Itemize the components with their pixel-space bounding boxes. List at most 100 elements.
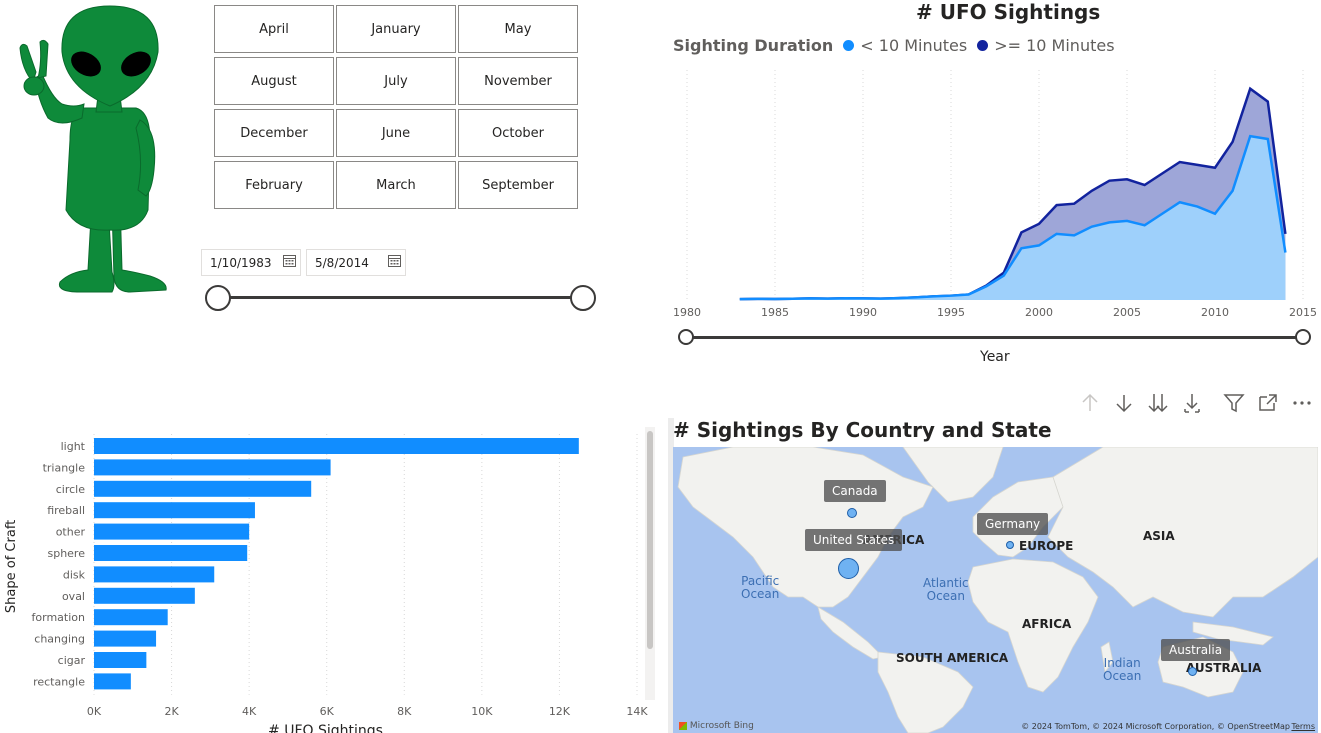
x-tick-label: 10K <box>471 705 493 718</box>
month-slicer: April January May August July November D… <box>214 5 581 211</box>
bar-formation[interactable] <box>94 609 168 626</box>
bar-chart-x-axis-title: # UFO Sightings <box>268 723 383 733</box>
x-tick-label: 2015 <box>1289 306 1317 319</box>
continent-label: AUSTRALIA <box>1186 661 1262 675</box>
map-tooltip: Canada <box>824 480 886 502</box>
bar-oval[interactable] <box>94 587 195 604</box>
bar-cigar[interactable] <box>94 652 147 668</box>
start-date-input[interactable]: 1/10/1983 <box>201 249 301 276</box>
ufo-sightings-area-chart[interactable]: 1980 1985 1990 1995 2000 2005 2010 2015 <box>670 60 1321 370</box>
area-chart-title: # UFO Sightings <box>916 0 1101 24</box>
x-tick-label: 2K <box>164 705 179 718</box>
map-bubble-australia[interactable] <box>1188 667 1197 676</box>
map-tooltip: Australia <box>1161 639 1231 661</box>
ocean-label: Atlantic Ocean <box>923 576 969 603</box>
bar-changing[interactable] <box>94 630 157 647</box>
category-label: circle <box>56 483 85 496</box>
continent-label: EUROPE <box>1019 539 1074 553</box>
category-label: rectangle <box>33 675 85 688</box>
end-date-value: 5/8/2014 <box>315 255 369 270</box>
month-button[interactable]: February <box>214 161 334 209</box>
month-button[interactable]: August <box>214 57 334 105</box>
category-label: cigar <box>58 654 86 667</box>
bar-rectangle[interactable] <box>94 673 131 690</box>
category-label: formation <box>32 611 85 624</box>
x-tick-label: 2010 <box>1201 306 1229 319</box>
bar-circle[interactable] <box>94 480 312 497</box>
map-bubble-united-states[interactable] <box>838 558 859 579</box>
bar-chart-scrollbar[interactable] <box>645 427 655 700</box>
year-range-end-handle[interactable] <box>1295 329 1311 345</box>
scrollbar-thumb[interactable] <box>647 431 653 649</box>
map-copyright: © 2024 TomTom, © 2024 Microsoft Corporat… <box>1021 722 1290 731</box>
area-chart-legend: Sighting Duration < 10 Minutes >= 10 Min… <box>673 36 1115 55</box>
series-short-line <box>739 134 1287 301</box>
bar-disk[interactable] <box>94 566 215 583</box>
double-arrow-down-icon[interactable] <box>1146 391 1170 415</box>
x-tick-label: 0K <box>87 705 102 718</box>
map-tooltip: Germany <box>977 513 1049 535</box>
month-button[interactable]: November <box>458 57 578 105</box>
bar-sphere[interactable] <box>94 545 248 561</box>
bar-light[interactable] <box>94 438 579 454</box>
focus-mode-icon[interactable] <box>1256 391 1280 415</box>
bar-triangle[interactable] <box>94 459 331 476</box>
legend-label-long[interactable]: >= 10 Minutes <box>994 36 1115 55</box>
alien-logo <box>19 5 167 293</box>
x-tick-label: 12K <box>549 705 571 718</box>
category-label: other <box>56 526 86 539</box>
month-button[interactable]: December <box>214 109 334 157</box>
end-date-input[interactable]: 5/8/2014 <box>306 249 406 276</box>
continent-label: SOUTH AMERICA <box>896 651 1009 665</box>
month-button[interactable]: June <box>336 109 456 157</box>
month-button[interactable]: July <box>336 57 456 105</box>
date-range-end-handle[interactable] <box>570 285 596 311</box>
category-label: oval <box>62 590 85 603</box>
bar-fireball[interactable] <box>94 502 255 519</box>
expand-hierarchy-icon[interactable] <box>1180 391 1204 415</box>
month-button[interactable]: May <box>458 5 578 53</box>
bing-brand: Microsoft Bing <box>679 721 754 731</box>
month-button[interactable]: January <box>336 5 456 53</box>
map-tooltip: United States <box>805 529 903 551</box>
map-left-border <box>668 418 674 733</box>
more-options-icon[interactable] <box>1290 391 1314 415</box>
calendar-icon[interactable] <box>283 254 296 267</box>
ocean-label: Indian Ocean <box>1103 656 1142 683</box>
x-tick-label: 1995 <box>937 306 965 319</box>
map-bubble-germany[interactable] <box>1006 541 1014 549</box>
filter-icon[interactable] <box>1222 391 1246 415</box>
date-range-track[interactable] <box>217 296 583 299</box>
shape-of-craft-bar-chart[interactable]: 0K 2K 4K 6K 8K 10K 12K 14K light triangle circle fi… <box>0 425 660 733</box>
x-tick-label: 2000 <box>1025 306 1053 319</box>
arrow-down-icon[interactable] <box>1112 391 1136 415</box>
legend-marker-long <box>977 40 989 51</box>
category-label: light <box>61 440 86 453</box>
x-tick-label: 1985 <box>761 306 789 319</box>
legend-label-short[interactable]: < 10 Minutes <box>860 36 968 55</box>
x-tick-label: 6K <box>320 705 335 718</box>
world-landmass <box>677 447 1318 733</box>
date-range-start-handle[interactable] <box>205 285 231 311</box>
arrow-up-icon[interactable] <box>1078 391 1102 415</box>
year-range-track[interactable] <box>686 336 1303 339</box>
month-button[interactable]: September <box>458 161 578 209</box>
x-tick-label: 8K <box>397 705 412 718</box>
category-label: triangle <box>43 461 86 474</box>
category-label: changing <box>34 633 85 646</box>
map-bubble-canada[interactable] <box>847 508 857 518</box>
month-button[interactable]: October <box>458 109 578 157</box>
month-button[interactable]: April <box>214 5 334 53</box>
x-tick-label: 2005 <box>1113 306 1141 319</box>
bar-chart-y-axis-title: Shape of Craft <box>4 520 19 613</box>
year-range-start-handle[interactable] <box>678 329 694 345</box>
x-tick-label: 14K <box>626 705 648 718</box>
month-button[interactable]: March <box>336 161 456 209</box>
legend-title: Sighting Duration <box>673 36 834 55</box>
x-tick-label: 1980 <box>673 306 701 319</box>
legend-marker-short <box>843 40 855 51</box>
calendar-icon[interactable] <box>388 254 401 267</box>
map-terms-link[interactable]: Terms <box>1291 722 1315 731</box>
bar-other[interactable] <box>94 523 250 540</box>
